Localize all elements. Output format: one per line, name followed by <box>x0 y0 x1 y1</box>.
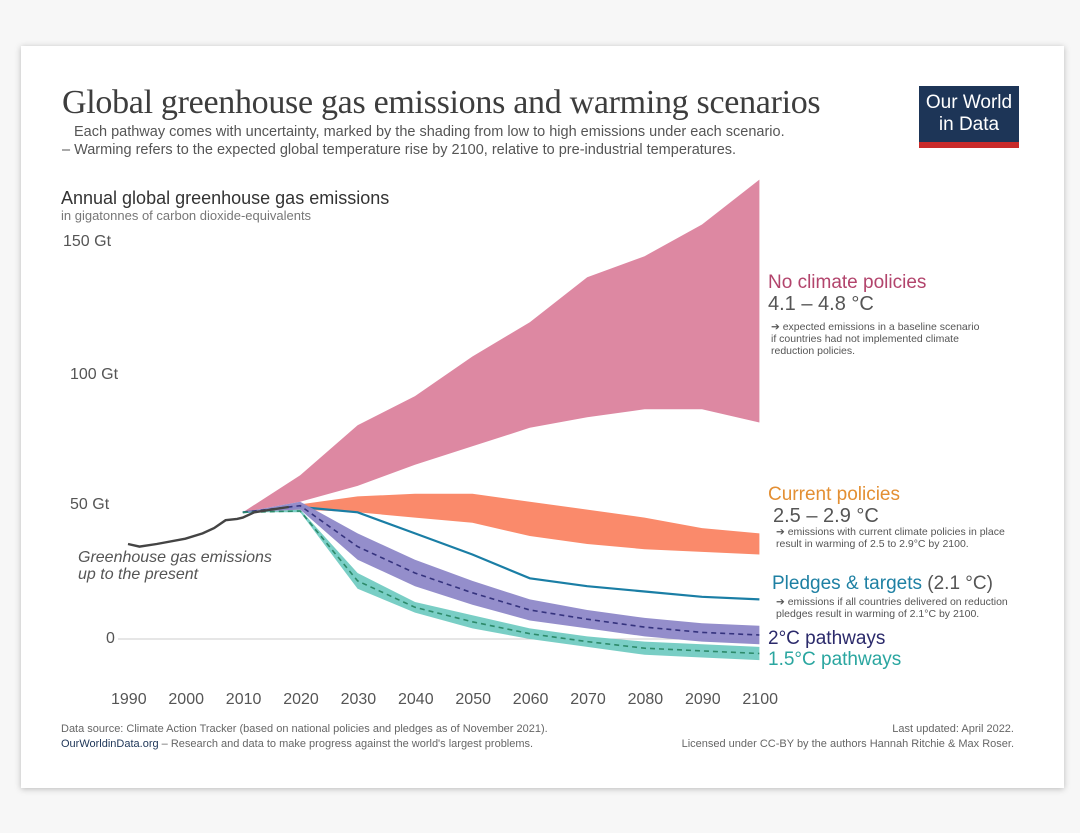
x-tick-2020: 2020 <box>283 691 319 708</box>
label-2c-pathways: 2°C pathways <box>768 628 886 649</box>
label-current-policies: Current policies <box>768 484 900 505</box>
x-tick-2070: 2070 <box>570 691 606 708</box>
x-tick-2030: 2030 <box>340 691 377 708</box>
dashed-1-5-c-pathways <box>242 510 760 655</box>
data-source: Data source: Climate Action Tracker (bas… <box>61 723 548 735</box>
last-updated: Last updated: April 2022. <box>892 723 1014 735</box>
label-no-climate-policies: No climate policies <box>768 272 926 294</box>
series-name: Pledges & targets <box>772 573 922 594</box>
line-pledges-targets <box>242 505 760 601</box>
footer-site-line: OurWorldinData.org – Research and data t… <box>61 738 533 750</box>
logo-line-2: in Data <box>938 114 1000 135</box>
band-2-c-pathways <box>242 501 760 645</box>
label-pledges: Pledges & targets (2.1 °C) <box>772 573 993 595</box>
temp-no-climate-policies: 4.1 – 4.8 °C <box>768 293 874 315</box>
note-no-climate-policies: ➔ expected emissions in a baseline scena… <box>771 321 980 357</box>
y-axis-title: Annual global greenhouse gas emissions <box>61 188 390 208</box>
historical-label: Greenhouse gas emissions up to the prese… <box>78 549 272 583</box>
y-axis-subtitle: in gigatonnes of carbon dioxide-equivale… <box>61 208 312 223</box>
x-tick-2080: 2080 <box>627 691 664 708</box>
band-current-policies <box>242 493 760 555</box>
tagline: – Research and data to make progress aga… <box>158 738 534 750</box>
y-tick-0: 0 <box>106 630 115 647</box>
x-tick-2100: 2100 <box>742 691 778 708</box>
chart-card: Global greenhouse gas emissions and warm… <box>21 46 1064 788</box>
x-tick-2000: 2000 <box>168 691 204 708</box>
series-temp: (2.1 °C) <box>927 573 993 594</box>
y-tick-50: 50 Gt <box>70 496 110 513</box>
license: Licensed under CC-BY by the authors Hann… <box>681 738 1014 750</box>
dashed-2-c-pathways <box>242 504 760 636</box>
x-tick-1990: 1990 <box>111 691 147 708</box>
temp-current-policies: 2.5 – 2.9 °C <box>773 505 879 527</box>
band-1-5-c-pathways <box>242 509 760 661</box>
series-name: No climate policies <box>768 272 927 293</box>
logo-line-1: Our World <box>925 92 1013 113</box>
y-tick-150: 150 Gt <box>63 233 112 250</box>
note-current-policies: ➔ emissions with current climate policie… <box>776 526 1005 550</box>
subtitle-2: – Warming refers to the expected global … <box>62 142 737 158</box>
subtitle-1: Each pathway comes with uncertainty, mar… <box>74 124 785 140</box>
x-tick-2010: 2010 <box>225 691 262 708</box>
chart-title: Global greenhouse gas emissions and warm… <box>62 84 821 121</box>
plot-area <box>118 179 760 661</box>
x-tick-2050: 2050 <box>455 691 491 708</box>
x-tick-2060: 2060 <box>512 691 549 708</box>
note-pledges: ➔ emissions if all countries delivered o… <box>776 596 1008 620</box>
historical-line <box>127 505 289 548</box>
x-tick-2090: 2090 <box>685 691 721 708</box>
band-no-climate-policies <box>242 179 760 513</box>
owid-logo[interactable]: Our World in Data <box>919 86 1019 148</box>
y-tick-100: 100 Gt <box>70 366 119 383</box>
owid-link[interactable]: OurWorldinData.org <box>61 738 159 750</box>
x-tick-2040: 2040 <box>398 691 434 708</box>
label-1-5c-pathways: 1.5°C pathways <box>768 649 902 670</box>
